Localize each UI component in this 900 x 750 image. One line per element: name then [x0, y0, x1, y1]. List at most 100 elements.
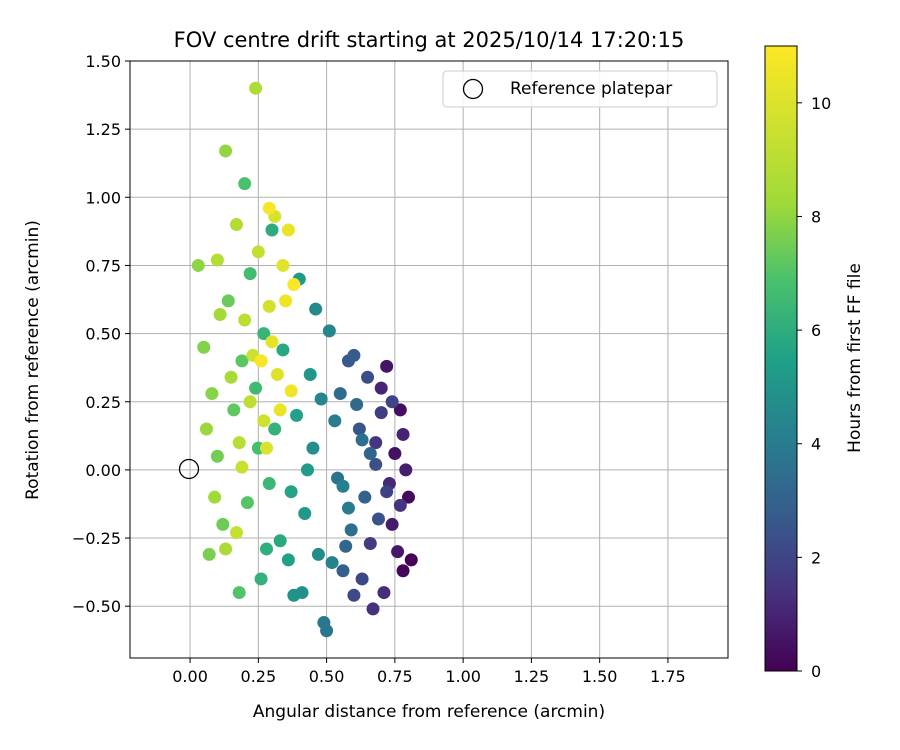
- scatter-point: [369, 457, 383, 471]
- scatter-point: [227, 403, 241, 417]
- scatter-point: [251, 245, 265, 259]
- scatter-point: [216, 517, 230, 531]
- legend-entry-reference: Reference platepar: [510, 79, 672, 99]
- scatter-point: [232, 586, 246, 600]
- scatter-point: [249, 81, 263, 95]
- scatter-point: [303, 367, 317, 381]
- scatter-point: [270, 367, 284, 381]
- scatter-point: [388, 447, 402, 461]
- x-axis-label: Angular distance from reference (arcmin): [253, 702, 605, 722]
- scatter-point: [235, 460, 249, 474]
- scatter-point: [396, 564, 410, 578]
- y-tick-label: 0.75: [85, 256, 121, 275]
- scatter-point: [273, 403, 287, 417]
- scatter-point: [314, 392, 328, 406]
- scatter-point: [281, 553, 295, 567]
- scatter-point: [257, 327, 271, 341]
- scatter-point: [221, 294, 235, 308]
- scatter-point: [202, 547, 216, 561]
- grid: [130, 60, 728, 658]
- scatter-points: [191, 81, 418, 638]
- x-tick-label: 1.00: [445, 667, 481, 686]
- x-tick-label: 1.25: [514, 667, 550, 686]
- scatter-point: [254, 572, 268, 586]
- scatter-point: [371, 512, 385, 526]
- scatter-point: [333, 387, 347, 401]
- y-tick-label: 1.25: [85, 120, 121, 139]
- scatter-point: [287, 278, 301, 292]
- scatter-point: [322, 324, 336, 338]
- scatter-point: [366, 602, 380, 616]
- x-axis-ticks: 0.00 0.25 0.50 0.75 1.00 1.25 1.50 1.75: [172, 658, 686, 686]
- scatter-point: [290, 408, 304, 422]
- y-axis-ticks: −0.50 −0.25 0.00 0.25 0.50 0.75 1.00 1.25 1.50: [72, 52, 130, 616]
- scatter-point: [281, 223, 295, 237]
- x-tick-label: 0.25: [241, 667, 277, 686]
- scatter-point: [336, 479, 350, 493]
- colorbar-tick-label: 0: [811, 662, 821, 681]
- reference-platepar-marker: [178, 458, 200, 480]
- legend-frame: [442, 70, 718, 108]
- scatter-point: [385, 395, 399, 409]
- scatter-point: [298, 507, 312, 521]
- scatter-point: [396, 427, 410, 441]
- scatter-point: [347, 348, 361, 362]
- scatter-point: [355, 572, 369, 586]
- scatter-point: [232, 436, 246, 450]
- x-tick-label: 1.50: [582, 667, 618, 686]
- scatter-point: [208, 490, 222, 504]
- scatter-point: [262, 477, 276, 491]
- scatter-point: [268, 422, 282, 436]
- scatter-point: [300, 463, 314, 477]
- scatter-point: [328, 414, 342, 428]
- scatter-point: [273, 534, 287, 548]
- scatter-point: [219, 144, 233, 158]
- scatter-point: [257, 414, 271, 428]
- scatter-point: [238, 177, 252, 191]
- scatter-point: [276, 343, 290, 357]
- scatter-point: [380, 359, 394, 373]
- scatter-point: [210, 253, 224, 267]
- scatter-point: [229, 526, 243, 540]
- scatter-point: [344, 523, 358, 537]
- scatter-point: [197, 340, 211, 354]
- legend-marker-icon: [462, 78, 484, 100]
- scatter-point: [317, 616, 331, 630]
- x-tick-label: 0.75: [377, 667, 413, 686]
- plot-frame: [129, 60, 729, 659]
- scatter-point: [213, 308, 227, 322]
- scatter-point: [363, 537, 377, 551]
- scatter-point: [363, 447, 377, 461]
- y-tick-label: 0.50: [85, 325, 121, 344]
- scatter-point: [262, 299, 276, 313]
- scatter-point: [243, 267, 257, 281]
- y-tick-label: 0.00: [85, 461, 121, 480]
- y-axis-label: Rotation from reference (arcmin): [23, 220, 43, 500]
- scatter-point: [235, 354, 249, 368]
- colorbar-tick-label: 2: [811, 548, 821, 567]
- scatter-point: [276, 258, 290, 272]
- scatter-point: [380, 485, 394, 499]
- scatter-point: [219, 542, 233, 556]
- scatter-point: [399, 463, 413, 477]
- scatter-point: [284, 384, 298, 398]
- x-tick-label: 0.50: [309, 667, 345, 686]
- scatter-point: [374, 381, 388, 395]
- scatter-point: [341, 501, 355, 515]
- colorbar-tick-label: 8: [811, 207, 821, 226]
- scatter-point: [229, 218, 243, 232]
- colorbar-tick-label: 4: [811, 435, 821, 454]
- scatter-point: [336, 564, 350, 578]
- scatter-point: [361, 370, 375, 384]
- scatter-point: [393, 498, 407, 512]
- scatter-point: [404, 553, 418, 567]
- colorbar-tick-label: 10: [811, 94, 831, 113]
- scatter-point: [339, 539, 353, 553]
- colorbar-ticks: 0 2 4 6 8 10: [797, 94, 831, 681]
- scatter-point: [260, 441, 274, 455]
- y-tick-label: 1.50: [85, 52, 121, 71]
- scatter-point: [374, 406, 388, 420]
- scatter-point: [377, 586, 391, 600]
- scatter-point: [238, 313, 252, 327]
- y-tick-label: −0.50: [72, 597, 121, 616]
